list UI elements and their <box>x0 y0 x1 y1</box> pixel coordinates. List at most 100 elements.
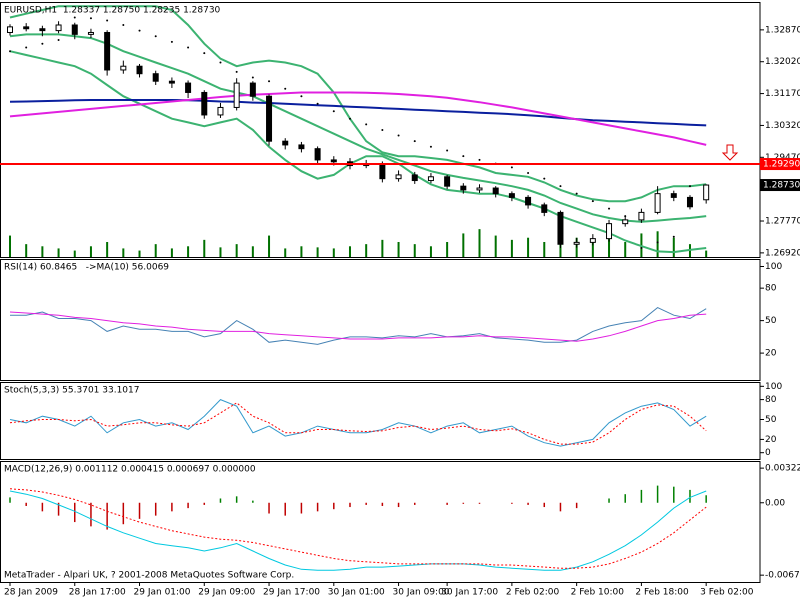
candle-body <box>23 26 30 30</box>
candle-body <box>7 26 13 33</box>
y-tick-label: 1.26920 <box>765 248 800 258</box>
candle-body <box>395 174 402 180</box>
x-tick-label: 2 Feb 18:00 <box>635 588 689 598</box>
y-tick-label: -0.006749 <box>765 571 800 581</box>
sar-dot <box>57 38 60 41</box>
x-tick-label: 29 Jan 17:00 <box>263 588 320 598</box>
sar-dot <box>89 17 92 20</box>
x-tick-label: 28 Jan 2009 <box>4 588 58 598</box>
sar-dot <box>9 50 11 53</box>
panel-frame <box>0 461 761 583</box>
volume-bar <box>251 246 254 257</box>
volume-bar <box>365 244 368 257</box>
volume-bar <box>316 247 319 257</box>
sar-dot <box>235 70 238 73</box>
sar-dot <box>478 158 481 161</box>
indicator-line <box>9 488 707 569</box>
volume-bar <box>672 237 675 257</box>
volume-bar <box>9 235 11 257</box>
y-tick-label: 80 <box>765 284 777 294</box>
x-tick-label: 2 Feb 10:00 <box>571 588 625 598</box>
sar-dot <box>381 128 384 131</box>
volume-bar <box>41 246 44 257</box>
volume-bar <box>332 248 335 257</box>
sar-dot <box>429 145 432 148</box>
alert-arrow <box>721 144 739 161</box>
panel-title: MACD(12,26,9) 0.001112 0.000415 0.000697… <box>4 465 256 475</box>
sar-dot <box>543 177 546 180</box>
candle-body <box>379 163 386 180</box>
candle-body <box>606 223 613 240</box>
y-tick-label: 50 <box>765 415 777 425</box>
sar-dot <box>284 87 287 90</box>
price-label: 1.29290 <box>763 160 800 170</box>
volume-bar <box>656 231 659 257</box>
candle-body <box>525 196 532 206</box>
volume-bar <box>170 248 173 257</box>
copyright: MetaTrader - Alpari UK, ? 2001-2008 Meta… <box>4 571 294 581</box>
y-tick-label: 20 <box>765 435 777 445</box>
volume-bar <box>543 242 546 257</box>
indicator-line <box>9 490 707 571</box>
candle-body <box>168 80 175 84</box>
sar-dot <box>510 166 513 169</box>
volume-bar <box>138 250 141 257</box>
volume-bar <box>300 246 303 257</box>
price-label: 1.28730 <box>763 181 800 191</box>
sar-dot <box>106 19 109 22</box>
candle-body <box>670 193 677 198</box>
sar-dot <box>591 200 594 203</box>
volume-bar <box>527 237 530 257</box>
candle-body <box>476 187 483 191</box>
panel-title: RSI(14) 60.8465 ->MA(10) 56.0069 <box>4 263 169 273</box>
y-tick-label: 0 <box>765 448 771 458</box>
candle-body <box>492 187 499 195</box>
y-tick-label: 1.32870 <box>765 25 800 35</box>
y-tick-label: 50 <box>765 316 777 326</box>
volume-bar <box>478 229 481 257</box>
sar-dot <box>640 247 643 250</box>
y-tick-label: 1.31170 <box>765 89 800 99</box>
volume-bar <box>268 235 271 257</box>
volume-bar <box>348 246 351 257</box>
sar-dot <box>348 117 351 120</box>
y-tick-label: 0.00 <box>765 498 785 508</box>
candle-body <box>282 140 289 146</box>
volume-bar <box>284 248 287 257</box>
sar-dot <box>316 102 319 105</box>
candle-body <box>152 73 159 82</box>
volume-bar <box>106 242 109 257</box>
sar-dot <box>446 149 449 152</box>
candle-body <box>427 176 434 182</box>
y-tick-label: 100 <box>765 382 782 392</box>
sar-dot <box>656 241 659 244</box>
candle-body <box>298 144 305 150</box>
indicator-line <box>10 307 707 345</box>
candle-body <box>330 159 337 163</box>
sar-dot <box>575 192 578 195</box>
sar-dot <box>219 61 222 64</box>
x-tick-label: 30 Jan 17:00 <box>441 588 498 598</box>
candle-body <box>508 193 515 198</box>
volume-bar <box>89 246 92 257</box>
indicator-line <box>9 399 707 447</box>
x-tick-label: 28 Jan 17:00 <box>69 588 126 598</box>
price-label-box <box>760 158 800 171</box>
volume-bar <box>446 242 449 257</box>
indicator-line <box>9 311 707 342</box>
candle-body <box>686 196 693 208</box>
panel-title: EURUSD,H1 1.28337 1.28750 1.28235 1.2873… <box>4 6 221 16</box>
sar-dot <box>672 235 675 238</box>
candle-body <box>217 106 224 116</box>
volume-bar <box>462 233 465 257</box>
y-tick-label: 0.003229 <box>765 464 800 474</box>
sar-dot <box>397 134 400 137</box>
x-tick-label: 30 Jan 01:00 <box>328 588 385 598</box>
y-tick-label: 1.27770 <box>765 217 800 227</box>
candle-body <box>314 148 321 161</box>
sar-dot <box>122 23 125 26</box>
candle-body <box>120 65 127 71</box>
x-tick-label: 29 Jan 09:00 <box>198 588 255 598</box>
sar-dot <box>688 185 691 188</box>
